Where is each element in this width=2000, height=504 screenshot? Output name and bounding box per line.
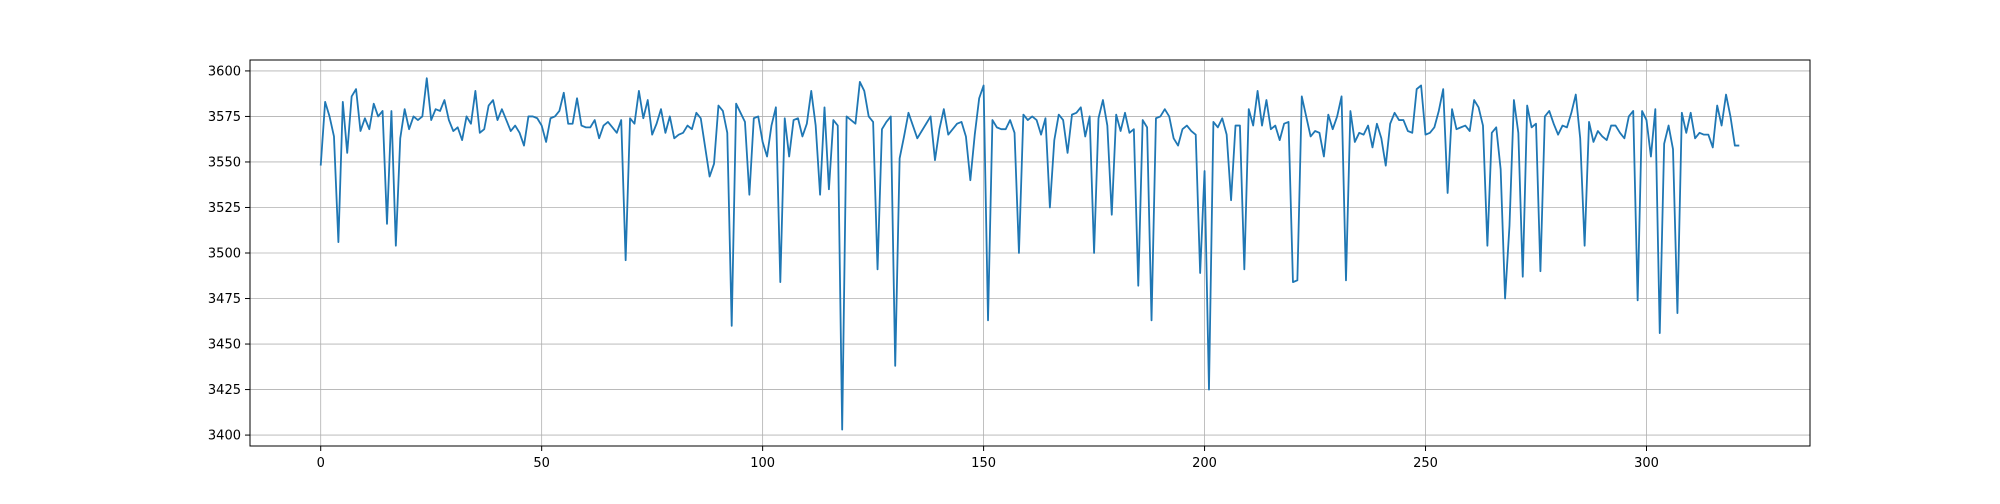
x-tick-label: 0 — [317, 456, 325, 471]
x-tick-label: 200 — [1192, 456, 1217, 471]
x-tick-label: 150 — [971, 456, 996, 471]
y-tick-label: 3550 — [208, 155, 241, 170]
y-tick-label: 3400 — [208, 429, 241, 444]
y-axis: 3400 3425 3450 3475 3500 3525 3550 3575 3600 — [208, 64, 250, 444]
series-layer — [319, 77, 1740, 431]
y-tick-label: 3450 — [208, 338, 241, 353]
x-tick-label: 50 — [533, 456, 550, 471]
grid-layer — [250, 60, 1810, 446]
y-tick-label: 3600 — [208, 64, 241, 79]
y-tick-label: 3575 — [208, 110, 241, 125]
y-tick-label: 3425 — [208, 383, 241, 398]
x-tick-label: 300 — [1634, 456, 1659, 471]
x-axis: 0 50 100 150 200 250 300 — [317, 446, 1659, 471]
series-line — [319, 77, 1740, 431]
y-tick-label: 3500 — [208, 247, 241, 262]
x-tick-label: 250 — [1413, 456, 1438, 471]
y-tick-label: 3475 — [208, 292, 241, 307]
y-tick-label: 3525 — [208, 201, 241, 216]
x-tick-label: 100 — [750, 456, 775, 471]
